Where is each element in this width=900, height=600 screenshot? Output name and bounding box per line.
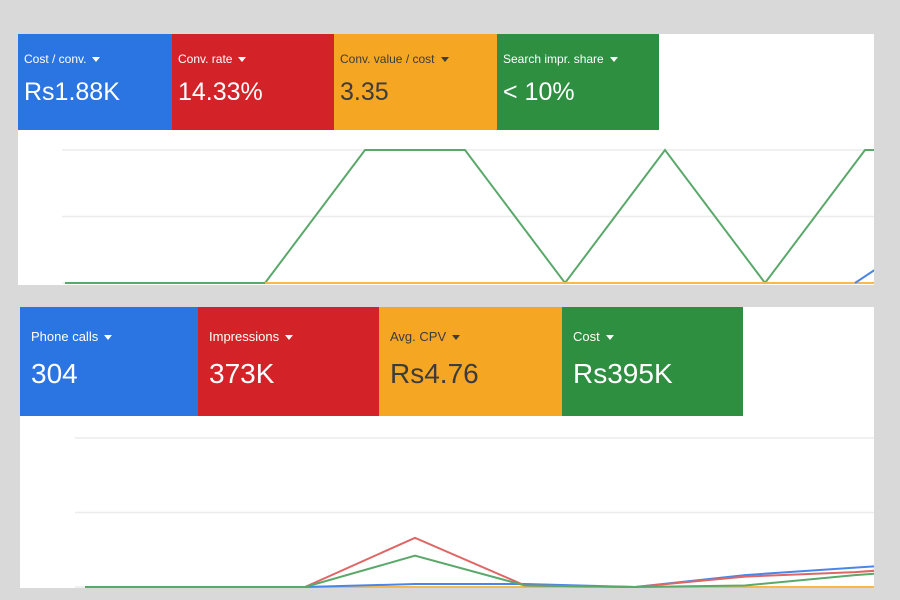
metric-card-conv-value-cost[interactable]: Conv. value / cost 3.35 (334, 34, 497, 130)
metric-label: Phone calls (31, 329, 99, 344)
caret-down-icon (104, 335, 113, 341)
metric-label: Conv. value / cost (340, 52, 435, 66)
caret-down-icon (92, 57, 101, 63)
line-chart-top (62, 148, 874, 285)
caret-down-icon (609, 57, 618, 63)
metric-card-search-impr-share[interactable]: Search impr. share < 10% (497, 34, 659, 130)
metric-card-cost[interactable]: Cost Rs395K (562, 307, 743, 416)
line-chart-bottom (75, 437, 874, 588)
metric-label: Search impr. share (503, 52, 604, 66)
metric-card-avg-cpv[interactable]: Avg. CPV Rs4.76 (379, 307, 562, 416)
metric-value: < 10% (503, 78, 575, 106)
metric-label: Conv. rate (178, 52, 233, 66)
caret-down-icon (285, 335, 294, 341)
series-line-red (85, 536, 874, 588)
metric-card-impressions[interactable]: Impressions 373K (198, 307, 379, 416)
metric-value: 14.33% (178, 78, 263, 106)
metric-label: Impressions (209, 329, 280, 344)
metrics-panel-bottom: Phone calls 304 Impressions 373K Avg. CPV R… (20, 307, 874, 588)
caret-down-icon (440, 57, 449, 63)
metric-value: Rs4.76 (390, 358, 479, 389)
caret-down-icon (605, 335, 614, 341)
metric-card-cost-per-conv[interactable]: Cost / conv. Rs1.88K (18, 34, 172, 130)
metrics-panel-top: Cost / conv. Rs1.88K Conv. rate 14.33% Con… (18, 34, 874, 285)
metric-card-phone-calls[interactable]: Phone calls 304 (20, 307, 198, 416)
series-line-green (85, 554, 874, 588)
series-line-green (65, 148, 874, 285)
metric-value: 373K (209, 358, 275, 389)
metric-value: 304 (31, 358, 78, 389)
series-line-blue (854, 269, 874, 284)
caret-down-icon (452, 335, 461, 341)
metric-value: Rs395K (573, 358, 673, 389)
metric-label: Cost (573, 329, 600, 344)
caret-down-icon (238, 57, 247, 63)
metric-value: Rs1.88K (24, 78, 120, 106)
metric-value: 3.35 (340, 78, 389, 106)
metric-label: Avg. CPV (390, 329, 447, 344)
series-line-blue (304, 565, 874, 588)
metric-label: Cost / conv. (24, 52, 87, 66)
metric-card-conv-rate[interactable]: Conv. rate 14.33% (172, 34, 334, 130)
